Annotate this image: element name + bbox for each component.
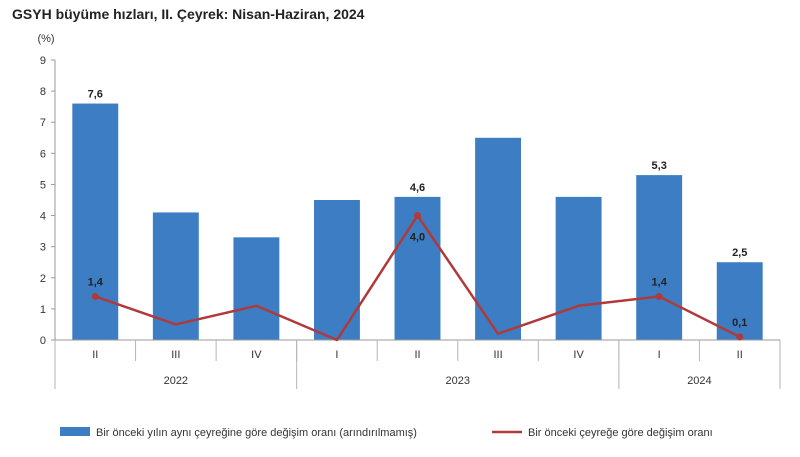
x-tick-label: I bbox=[658, 349, 661, 361]
bar bbox=[555, 196, 602, 340]
x-tick-label: I bbox=[335, 349, 338, 361]
y-tick-label: 7 bbox=[40, 117, 46, 129]
y-tick-label: 2 bbox=[40, 273, 46, 285]
line-point bbox=[414, 212, 421, 220]
x-tick-label: III bbox=[171, 349, 180, 361]
chart-title: GSYH büyüme hızları, II. Çeyrek: Nisan-H… bbox=[12, 6, 365, 22]
bar bbox=[233, 237, 280, 340]
x-tick-label: IV bbox=[251, 349, 262, 361]
x-tick-label: II bbox=[737, 349, 743, 361]
bar bbox=[313, 200, 360, 340]
y-tick-label: 3 bbox=[40, 242, 46, 254]
y-tick-label: 1 bbox=[40, 304, 46, 316]
x-year-label: 2022 bbox=[164, 375, 188, 387]
bar bbox=[72, 103, 119, 340]
line-data-label: 1,4 bbox=[88, 276, 104, 288]
y-axis-label: (%) bbox=[37, 33, 54, 45]
x-tick-label: II bbox=[92, 349, 98, 361]
bar bbox=[394, 196, 441, 340]
line-data-label: 1,4 bbox=[652, 276, 668, 288]
y-tick-label: 6 bbox=[40, 148, 46, 160]
line-data-label: 4,0 bbox=[410, 232, 425, 244]
x-year-label: 2024 bbox=[687, 375, 711, 387]
x-tick-label: II bbox=[414, 349, 420, 361]
bar-data-label: 2,5 bbox=[732, 247, 747, 259]
bar bbox=[716, 262, 763, 340]
bar bbox=[475, 137, 522, 340]
line-point bbox=[655, 292, 663, 300]
bar bbox=[636, 175, 683, 340]
legend-line-label: Bir önceki çeyreğe göre değişim oranı bbox=[528, 427, 713, 439]
y-tick-label: 9 bbox=[40, 55, 46, 67]
line-point bbox=[736, 333, 744, 341]
legend-bar-swatch bbox=[60, 427, 90, 436]
y-tick-label: 8 bbox=[40, 86, 46, 98]
x-tick-label: IV bbox=[573, 349, 584, 361]
x-tick-label: III bbox=[493, 349, 502, 361]
y-tick-label: 0 bbox=[40, 335, 46, 347]
x-year-label: 2023 bbox=[446, 375, 470, 387]
legend-bar-label: Bir önceki yılın aynı çeyreğine göre değ… bbox=[96, 427, 417, 439]
bar-data-label: 4,6 bbox=[410, 182, 425, 194]
bar-data-label: 5,3 bbox=[652, 160, 667, 172]
y-tick-label: 4 bbox=[40, 211, 46, 223]
line-point bbox=[91, 292, 99, 300]
bar-data-label: 7,6 bbox=[88, 89, 103, 101]
y-tick-label: 5 bbox=[40, 179, 46, 191]
line-data-label: 0,1 bbox=[732, 317, 747, 329]
